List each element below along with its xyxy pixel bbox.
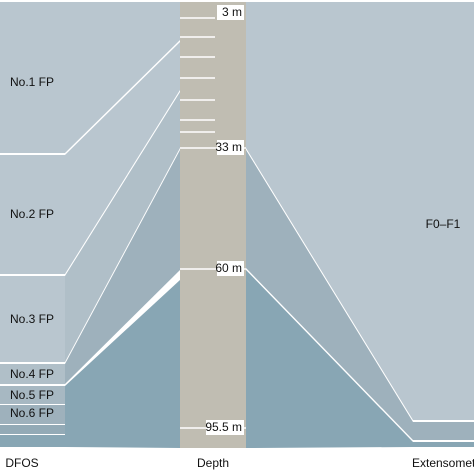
block <box>0 364 65 384</box>
block <box>0 435 65 447</box>
block-label: F0–F1 <box>426 217 461 231</box>
block <box>0 425 65 434</box>
depth-label: 60 m <box>215 261 242 275</box>
block <box>0 405 65 424</box>
block-label: No.1 FP <box>10 75 54 89</box>
block-label: No.5 FP <box>10 388 54 402</box>
block-label: No.3 FP <box>10 312 54 326</box>
depth-label: 33 m <box>215 140 242 154</box>
block <box>413 422 474 440</box>
depth-label-box <box>217 5 244 20</box>
depth-column: 3 m 33 m 60 m 95.5 m <box>180 2 246 448</box>
block <box>413 2 474 420</box>
depth-label-box <box>217 140 244 155</box>
depth-label-box <box>217 261 244 276</box>
block-label: No.4 FP <box>10 367 54 381</box>
band <box>246 270 413 448</box>
column-label: DFOS <box>5 456 38 470</box>
column-label: Depth <box>197 456 229 470</box>
depth-label-box <box>206 420 244 435</box>
block <box>0 2 65 153</box>
dfos-column: No.1 FP No.2 FP No.3 FP No.4 FP No.5 FP … <box>0 2 65 447</box>
band <box>65 150 180 384</box>
block <box>0 386 65 404</box>
band <box>246 150 413 440</box>
band <box>65 280 180 448</box>
depth-bar <box>180 2 246 448</box>
depth-label: 3 m <box>222 5 242 19</box>
column-label: Extensomet <box>412 456 474 470</box>
block <box>0 155 65 274</box>
block-label: No.2 FP <box>10 207 54 221</box>
extensometer-column: F0–F1 <box>413 2 474 447</box>
block <box>0 276 65 362</box>
band <box>65 2 180 153</box>
band <box>246 2 413 420</box>
block-label: No.6 FP <box>10 406 54 420</box>
depth-label: 95.5 m <box>205 420 242 434</box>
block <box>413 442 474 447</box>
band <box>65 92 180 362</box>
band <box>65 42 180 274</box>
